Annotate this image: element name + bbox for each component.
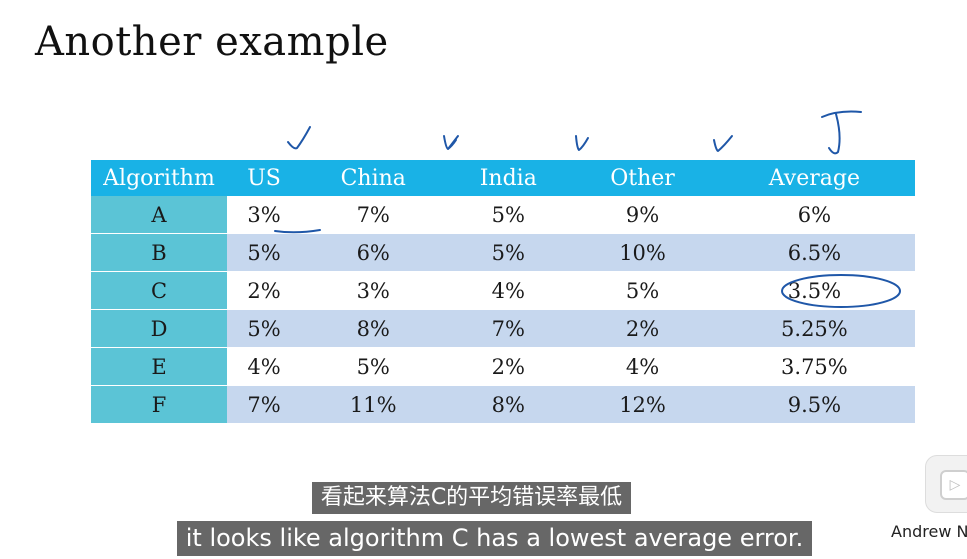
table-cell: 6%	[301, 233, 446, 272]
table-row: F 7% 11% 8% 12% 9.5%	[91, 385, 915, 424]
checkmark-china-icon	[443, 135, 459, 150]
header-india: India	[445, 160, 572, 196]
table-cell: 7%	[301, 196, 446, 234]
table-cell: 4%	[445, 271, 572, 310]
subtitle-english: it looks like algorithm C has a lowest a…	[11, 519, 967, 557]
table-cell: 3.5%	[713, 271, 915, 310]
presenter-name: Andrew N	[891, 522, 967, 541]
algorithm-cell: F	[91, 385, 227, 424]
header-us: US	[227, 160, 302, 196]
table-cell: 3%	[227, 196, 302, 234]
table-cell: 5.25%	[713, 309, 915, 348]
table-row: C 2% 3% 4% 5% 3.5%	[91, 271, 915, 310]
table-cell: 7%	[227, 385, 302, 424]
average-arrow-icon	[821, 110, 862, 155]
table-row: A 3% 7% 5% 9% 6%	[91, 196, 915, 234]
algorithm-cell: C	[91, 271, 227, 310]
table-cell: 10%	[571, 233, 714, 272]
table-cell: 11%	[301, 385, 446, 424]
table-row: E 4% 5% 2% 4% 3.75%	[91, 347, 915, 386]
algorithm-cell: B	[91, 233, 227, 272]
results-table-wrap: Algorithm US China India Other Average A…	[91, 160, 915, 424]
table-cell: 5%	[571, 271, 714, 310]
table-cell: 3.75%	[713, 347, 915, 386]
table-cell: 6.5%	[713, 233, 915, 272]
table-cell: 2%	[227, 271, 302, 310]
header-algorithm: Algorithm	[91, 160, 227, 196]
table-cell: 4%	[227, 347, 302, 386]
table-cell: 2%	[445, 347, 572, 386]
table-cell: 12%	[571, 385, 714, 424]
table-header-row: Algorithm US China India Other Average	[91, 160, 915, 196]
table-cell: 3%	[301, 271, 446, 310]
table-cell: 9.5%	[713, 385, 915, 424]
subtitle-english-text: it looks like algorithm C has a lowest a…	[176, 521, 813, 556]
table-cell: 5%	[227, 233, 302, 272]
play-icon: ▷	[940, 470, 967, 500]
table-cell: 5%	[445, 233, 572, 272]
checkmark-us-icon	[287, 126, 311, 150]
table-cell: 8%	[445, 385, 572, 424]
video-thumbnail[interactable]: ▷	[925, 455, 967, 513]
checkmark-other-icon	[713, 135, 733, 152]
algorithm-cell: E	[91, 347, 227, 386]
table-cell: 5%	[227, 309, 302, 348]
results-table: Algorithm US China India Other Average A…	[91, 160, 915, 424]
table-cell: 9%	[571, 196, 714, 234]
subtitle-chinese-text: 看起来算法C的平均错误率最低	[311, 482, 632, 514]
table-cell: 8%	[301, 309, 446, 348]
header-average: Average	[713, 160, 915, 196]
table-cell: 5%	[445, 196, 572, 234]
table-cell: 2%	[571, 309, 714, 348]
header-china: China	[301, 160, 446, 196]
table-cell: 4%	[571, 347, 714, 386]
header-other: Other	[571, 160, 714, 196]
subtitle-chinese: 看起来算法C的平均错误率最低	[0, 481, 955, 515]
algorithm-cell: A	[91, 196, 227, 234]
table-row: D 5% 8% 7% 2% 5.25%	[91, 309, 915, 348]
slide-title: Another example	[35, 19, 389, 65]
table-cell: 6%	[713, 196, 915, 234]
checkmark-india-icon	[575, 135, 589, 151]
algorithm-cell: D	[91, 309, 227, 348]
table-row: B 5% 6% 5% 10% 6.5%	[91, 233, 915, 272]
table-cell: 7%	[445, 309, 572, 348]
table-cell: 5%	[301, 347, 446, 386]
